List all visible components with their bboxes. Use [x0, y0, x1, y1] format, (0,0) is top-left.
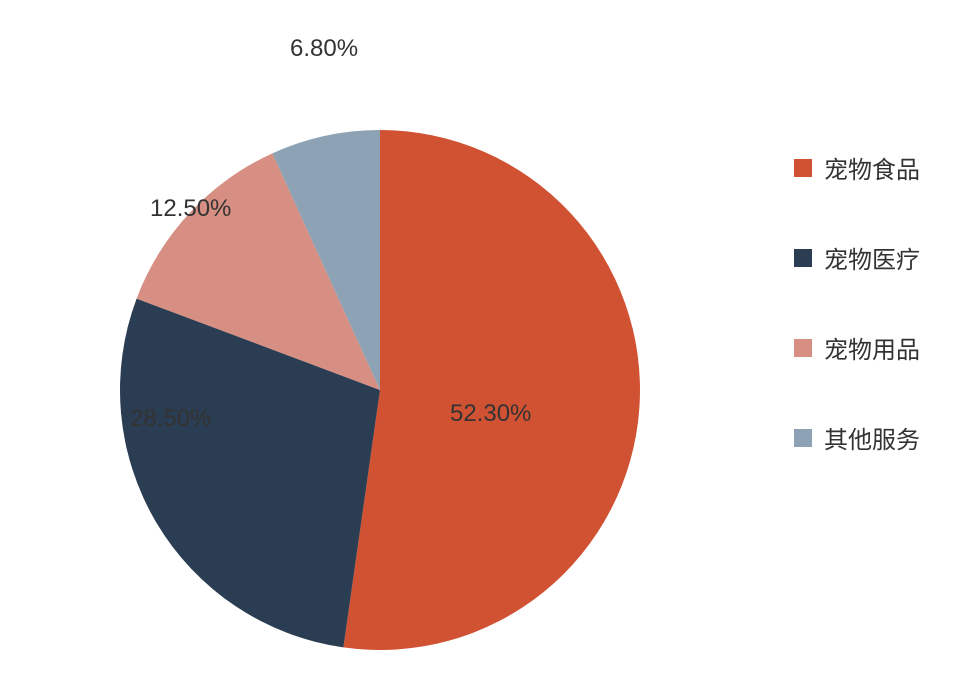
legend-item-supplies: 宠物用品	[794, 330, 920, 365]
legend-label-other: 其他服务	[824, 420, 920, 455]
legend-swatch-supplies	[794, 339, 812, 357]
legend-swatch-other	[794, 429, 812, 447]
pie-chart-container: 52.30% 28.50% 12.50% 6.80% 宠物食品 宠物医疗 宠物用…	[0, 0, 980, 635]
legend-label-supplies: 宠物用品	[824, 330, 920, 365]
slice-label-food: 52.30%	[450, 400, 531, 428]
legend-label-medical: 宠物医疗	[824, 240, 920, 275]
slice-label-other: 6.80%	[290, 35, 358, 63]
pie-chart	[60, 50, 700, 690]
legend-item-other: 其他服务	[794, 420, 920, 455]
legend-item-medical: 宠物医疗	[794, 240, 920, 275]
slice-label-medical: 28.50%	[130, 405, 211, 433]
slice-label-supplies: 12.50%	[150, 195, 231, 223]
legend-swatch-food	[794, 159, 812, 177]
legend-swatch-medical	[794, 249, 812, 267]
legend-label-food: 宠物食品	[824, 150, 920, 185]
legend-item-food: 宠物食品	[794, 150, 920, 185]
pie-slice	[343, 130, 640, 650]
chart-legend: 宠物食品 宠物医疗 宠物用品 其他服务	[794, 150, 920, 455]
